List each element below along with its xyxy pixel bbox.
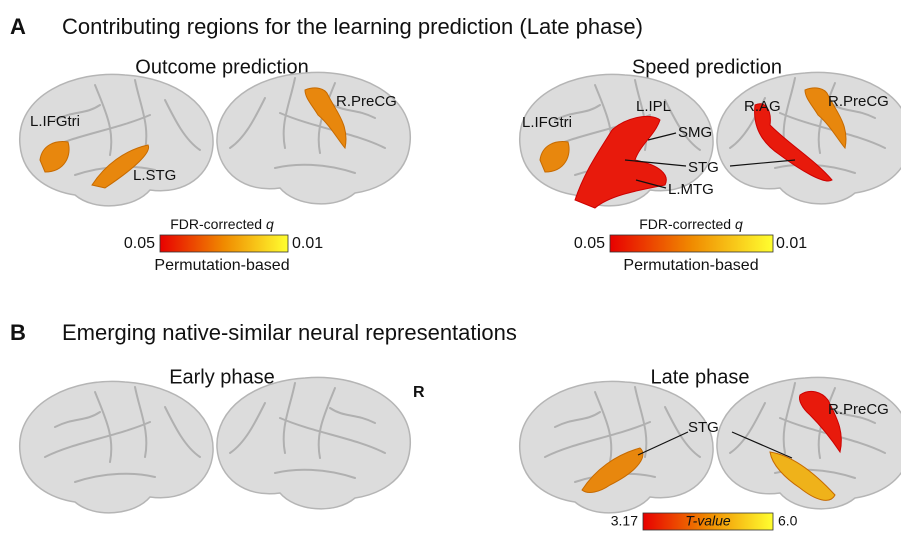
region <box>799 390 842 454</box>
hemisphere-label: R <box>413 384 425 401</box>
colorbar-symbol: q <box>266 216 274 232</box>
colorbar-label: FDR-corrected q <box>639 216 743 232</box>
colorbar-min: 0.05 <box>574 235 605 252</box>
region <box>574 115 667 209</box>
region <box>754 103 833 182</box>
panel-title: Contributing regions for the learning pr… <box>62 14 643 39</box>
region-label: STG <box>688 419 719 436</box>
region-label: L.IFGtri <box>30 113 80 130</box>
region <box>304 87 347 150</box>
pointer <box>729 159 796 167</box>
region-label: L.IFGtri <box>522 114 572 131</box>
region-label: R.PreCG <box>336 93 397 110</box>
colorbar-max: 6.0 <box>778 513 798 529</box>
brain <box>518 380 715 514</box>
colorbar <box>159 234 289 253</box>
brain <box>18 73 215 207</box>
colorbar <box>609 234 774 253</box>
region-label: L.STG <box>133 167 176 184</box>
region <box>804 87 847 150</box>
colorbar-caption: Permutation-based <box>154 257 289 274</box>
region <box>769 451 836 501</box>
region-label: L.IPL <box>636 98 671 115</box>
colorbar-min: 3.17 <box>611 513 638 529</box>
pointer <box>624 159 687 167</box>
colorbar-min: 0.05 <box>124 235 155 252</box>
colorbar-max: 0.01 <box>292 235 323 252</box>
colorbar-symbol: q <box>735 216 743 232</box>
region-label: R.PreCG <box>828 401 889 418</box>
panel-letter: A <box>10 14 26 39</box>
pointer <box>637 431 689 456</box>
subplot-title: Speed prediction <box>632 56 782 78</box>
region-label: STG <box>688 159 719 176</box>
panel-title: Emerging native-similar neural represent… <box>62 320 517 345</box>
colorbar-title: FDR-corrected <box>170 216 262 232</box>
brain <box>18 380 215 514</box>
brain <box>215 376 412 510</box>
region-label: SMG <box>678 124 712 141</box>
region <box>539 141 570 173</box>
colorbar-title: T-value <box>685 513 731 529</box>
colorbar <box>642 512 774 531</box>
subplot-title: Early phase <box>169 366 275 388</box>
colorbar-label: FDR-corrected q <box>170 216 274 232</box>
panel-letter: B <box>10 320 26 345</box>
pointer <box>647 132 677 141</box>
region-label: R.PreCG <box>828 93 889 110</box>
colorbar-max: 0.01 <box>776 235 807 252</box>
region <box>91 144 150 189</box>
region-label: L.MTG <box>668 181 714 198</box>
pointer <box>635 179 667 189</box>
colorbar-title: FDR-corrected <box>639 216 731 232</box>
region-label: R.AG <box>744 98 781 115</box>
subplot-title: Late phase <box>651 366 750 388</box>
subplot-title: Outcome prediction <box>135 56 308 78</box>
region <box>581 447 644 493</box>
colorbar-caption: Permutation-based <box>623 257 758 274</box>
region <box>39 141 70 173</box>
pointer <box>731 431 793 459</box>
